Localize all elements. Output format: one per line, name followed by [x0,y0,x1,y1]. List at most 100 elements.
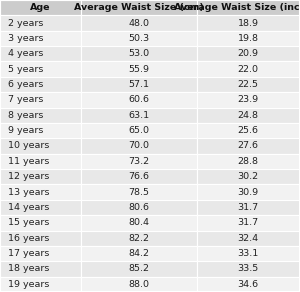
Text: 60.6: 60.6 [128,95,149,105]
Bar [81,123,196,138]
Text: 13 years: 13 years [8,187,49,197]
Text: 10 years: 10 years [8,142,49,150]
Bar [81,62,196,77]
Bar [196,92,300,107]
Bar [81,169,196,185]
Text: 80.4: 80.4 [128,218,149,227]
Bar [196,169,300,185]
Text: 30.9: 30.9 [238,187,259,197]
Bar [81,0,196,15]
Text: 15 years: 15 years [8,218,49,227]
Bar [81,200,196,215]
Bar [81,154,196,169]
Text: 4 years: 4 years [8,49,43,58]
Bar [196,107,300,123]
Text: 23.9: 23.9 [238,95,259,105]
Text: 48.0: 48.0 [128,19,149,27]
Bar [0,261,81,277]
Bar [81,185,196,200]
Bar [196,230,300,246]
Text: 84.2: 84.2 [128,249,149,258]
Text: 88.0: 88.0 [128,280,149,289]
Bar [81,230,196,246]
Text: 78.5: 78.5 [128,187,149,197]
Text: 18.9: 18.9 [238,19,259,27]
Bar [81,246,196,261]
Text: 70.0: 70.0 [128,142,149,150]
Bar [0,154,81,169]
Bar [81,15,196,31]
Bar [0,15,81,31]
Bar [0,107,81,123]
Bar [81,107,196,123]
Bar [81,277,196,292]
Text: 17 years: 17 years [8,249,49,258]
Bar [196,31,300,46]
Bar [0,31,81,46]
Text: 50.3: 50.3 [128,34,149,43]
Bar [196,261,300,277]
Bar [0,77,81,92]
Bar [196,215,300,230]
Bar [196,15,300,31]
Bar [81,215,196,230]
Bar [196,46,300,62]
Text: 16 years: 16 years [8,234,49,243]
Bar [196,123,300,138]
Bar [0,246,81,261]
Text: 73.2: 73.2 [128,157,149,166]
Bar [196,277,300,292]
Text: Average Waist Size (inches): Average Waist Size (inches) [174,3,300,12]
Text: 18 years: 18 years [8,265,49,273]
Bar [0,169,81,185]
Text: 34.6: 34.6 [238,280,259,289]
Bar [0,46,81,62]
Text: 31.7: 31.7 [238,203,259,212]
Text: 85.2: 85.2 [128,265,149,273]
Text: 24.8: 24.8 [238,111,259,120]
Text: 65.0: 65.0 [128,126,149,135]
Text: 30.2: 30.2 [238,172,259,181]
Text: Age: Age [30,3,51,12]
Bar [196,77,300,92]
Text: 80.6: 80.6 [128,203,149,212]
Text: 31.7: 31.7 [238,218,259,227]
Bar [196,62,300,77]
Bar [81,261,196,277]
Text: 53.0: 53.0 [128,49,149,58]
Bar [196,185,300,200]
Text: 12 years: 12 years [8,172,49,181]
Bar [196,200,300,215]
Bar [81,77,196,92]
Bar [196,138,300,154]
Text: 3 years: 3 years [8,34,43,43]
Bar [196,246,300,261]
Text: 28.8: 28.8 [238,157,259,166]
Text: 55.9: 55.9 [128,65,149,74]
Text: 19.8: 19.8 [238,34,259,43]
Text: 82.2: 82.2 [128,234,149,243]
Bar [196,0,300,15]
Bar [81,92,196,107]
Text: 57.1: 57.1 [128,80,149,89]
Text: 22.0: 22.0 [238,65,259,74]
Bar [81,31,196,46]
Text: 63.1: 63.1 [128,111,149,120]
Bar [0,200,81,215]
Bar [0,230,81,246]
Text: 9 years: 9 years [8,126,43,135]
Text: 19 years: 19 years [8,280,49,289]
Text: 8 years: 8 years [8,111,43,120]
Text: 20.9: 20.9 [238,49,259,58]
Bar [81,138,196,154]
Text: 33.1: 33.1 [238,249,259,258]
Bar [0,185,81,200]
Text: 2 years: 2 years [8,19,43,27]
Text: 25.6: 25.6 [238,126,259,135]
Text: 14 years: 14 years [8,203,49,212]
Text: 33.5: 33.5 [238,265,259,273]
Bar [0,123,81,138]
Text: 11 years: 11 years [8,157,49,166]
Bar [0,215,81,230]
Text: 76.6: 76.6 [128,172,149,181]
